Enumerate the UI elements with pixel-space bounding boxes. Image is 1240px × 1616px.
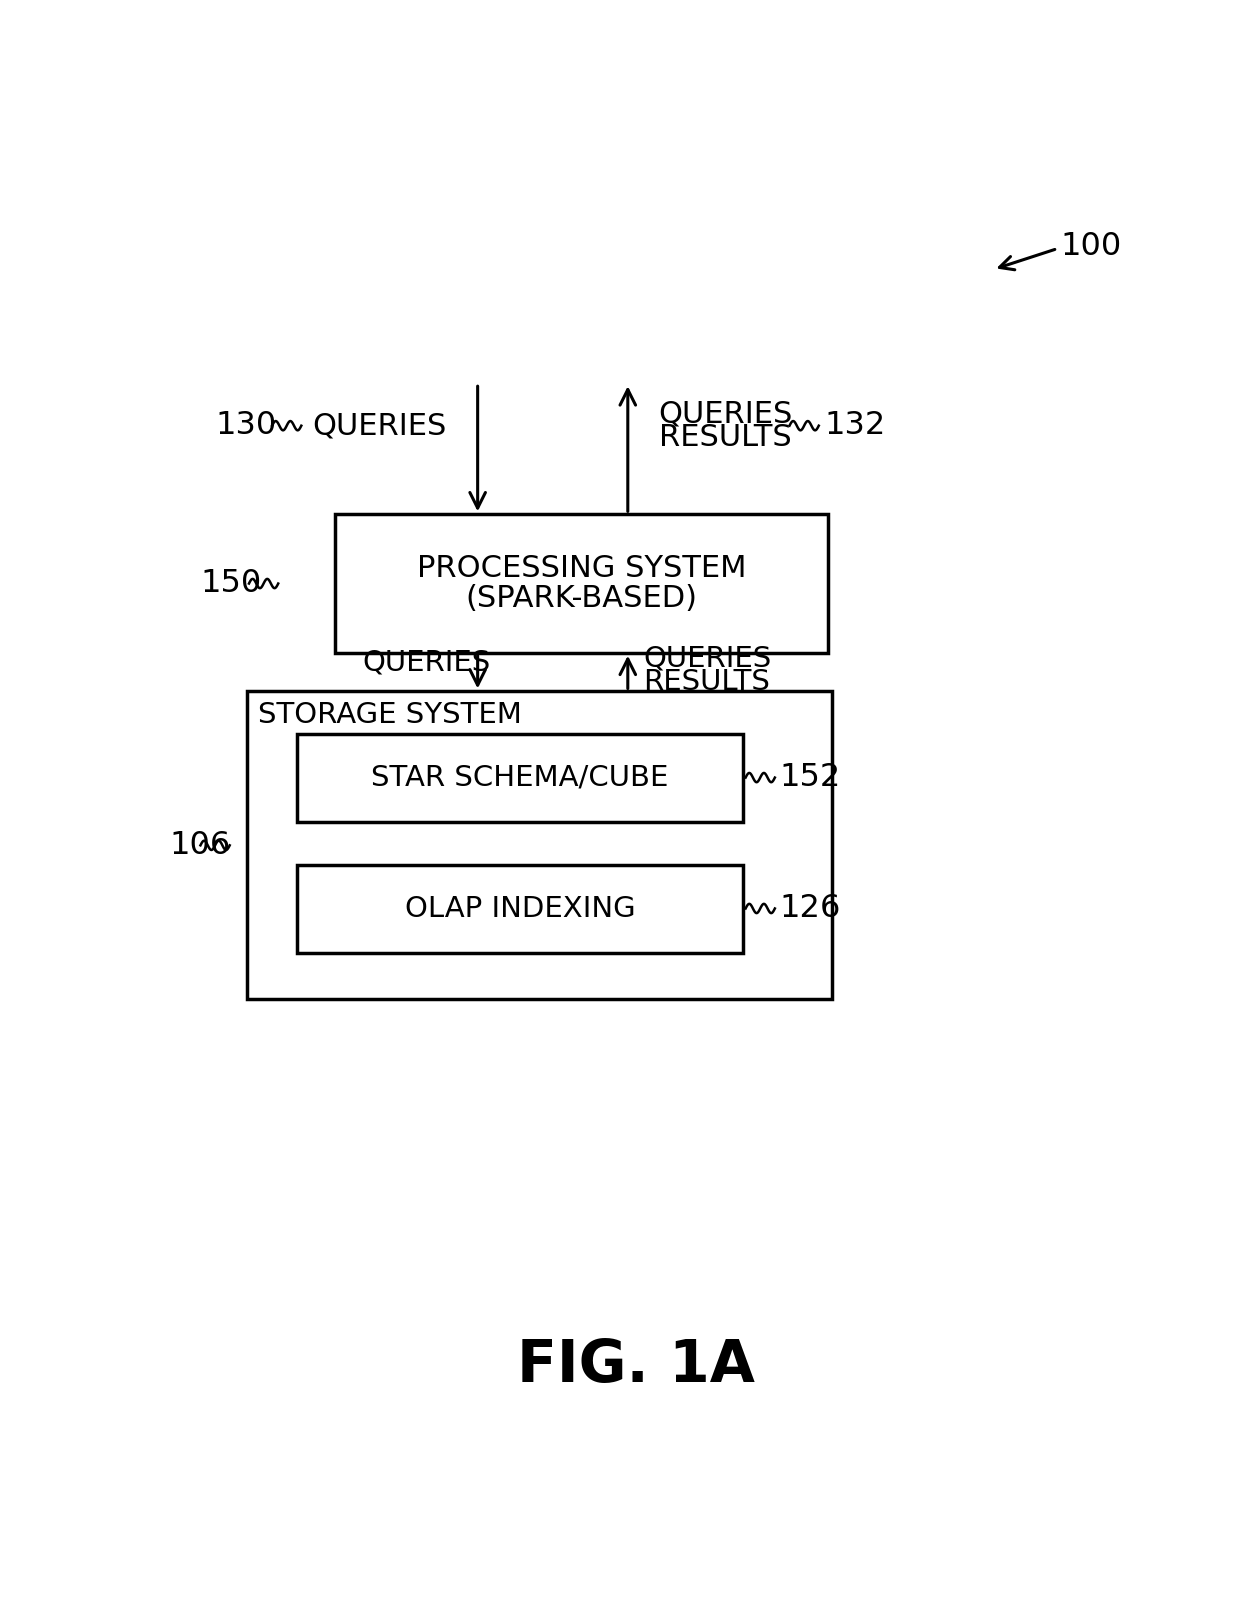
Text: 126: 126: [780, 894, 841, 924]
Text: 100: 100: [1060, 231, 1122, 262]
FancyBboxPatch shape: [335, 514, 828, 653]
Text: QUERIES: QUERIES: [312, 410, 446, 440]
Text: (SPARK-BASED): (SPARK-BASED): [465, 585, 698, 614]
FancyBboxPatch shape: [247, 692, 832, 999]
Text: 150: 150: [201, 569, 262, 600]
Text: QUERIES: QUERIES: [644, 645, 771, 672]
Text: 132: 132: [825, 410, 885, 441]
Text: FIG. 1A: FIG. 1A: [517, 1336, 754, 1393]
Text: RESULTS: RESULTS: [644, 667, 770, 696]
Text: QUERIES: QUERIES: [362, 648, 490, 675]
Text: 152: 152: [780, 763, 841, 793]
Text: RESULTS: RESULTS: [658, 423, 791, 452]
Text: STORAGE SYSTEM: STORAGE SYSTEM: [258, 701, 522, 729]
FancyBboxPatch shape: [296, 865, 743, 953]
Text: QUERIES: QUERIES: [658, 399, 792, 428]
Text: OLAP INDEXING: OLAP INDEXING: [404, 895, 635, 923]
Text: STAR SCHEMA/CUBE: STAR SCHEMA/CUBE: [371, 764, 668, 792]
Text: 106: 106: [170, 831, 231, 861]
FancyBboxPatch shape: [296, 734, 743, 823]
Text: 130: 130: [216, 410, 277, 441]
Text: PROCESSING SYSTEM: PROCESSING SYSTEM: [417, 554, 746, 583]
